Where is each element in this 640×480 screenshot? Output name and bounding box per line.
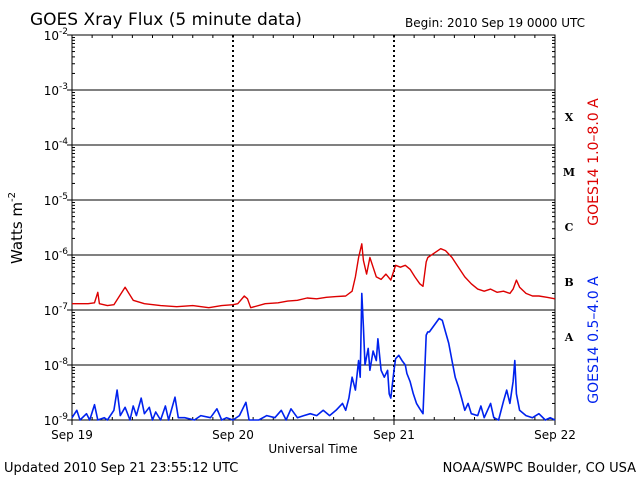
y-tick-label: 10-3 [44,82,68,98]
svg-text:Watts m-2: Watts m-2 [7,192,26,264]
flare-class-a: A [564,331,574,344]
y-tick-label: 10-2 [44,27,68,43]
y-tick-label: 10-5 [44,192,68,208]
series-label-short-wave: GOES14 0.5–4.0 A [586,276,602,404]
updated-timestamp: Updated 2010 Sep 21 23:55:12 UTC [4,461,238,476]
credit-label: NOAA/SWPC Boulder, CO USA [443,461,636,476]
series-line-long-wave [72,243,556,309]
chart-title: GOES Xray Flux (5 minute data) [30,10,302,30]
flare-class-m: M [563,166,575,179]
x-tick-label: Sep 22 [534,428,576,442]
series-line-short-wave [71,292,556,421]
y-axis-ticks: 10-2 10-3 10-4 10-5 10-6 10-7 10-8 10-9 [44,27,555,428]
flare-class-b: B [564,276,573,289]
x-tick-label: Sep 21 [373,428,415,442]
x-axis-ticks: Sep 19 Sep 20 Sep 21 Sep 22 [51,35,576,442]
y-tick-label: 10-7 [44,302,68,318]
y-axis-label: Watts m-2 [7,192,26,264]
horizontal-grid [72,89,555,366]
plot-frame [71,34,556,421]
series-label-long-wave: GOES14 1.0–8.0 A [586,98,602,226]
x-tick-label: Sep 20 [212,428,254,442]
x-axis-label: Universal Time [268,442,357,456]
y-tick-label: 10-6 [44,247,69,263]
vertical-grid [232,35,395,420]
x-tick-label: Sep 19 [51,428,93,442]
series-layer [71,243,556,421]
flare-class-x: X [565,111,574,124]
flare-class-labels: X M C B A [563,111,575,344]
y-axis-label-exponent: -2 [7,192,18,202]
y-tick-label: 10-9 [44,412,69,428]
y-tick-label: 10-4 [44,137,69,153]
y-tick-label: 10-8 [44,357,69,373]
begin-label: Begin: 2010 Sep 19 0000 UTC [405,16,585,30]
flare-class-c: C [565,221,574,234]
y-axis-label-text: Watts m [8,202,26,264]
